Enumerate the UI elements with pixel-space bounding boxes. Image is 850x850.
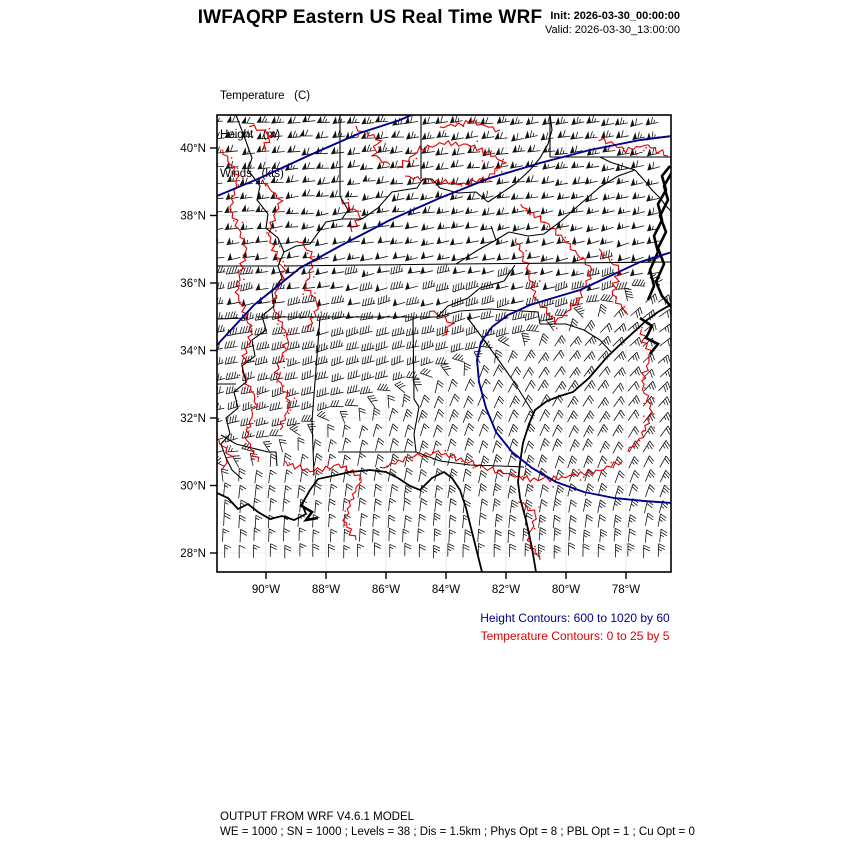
axis-tick-labels: 28°N 30°N 32°N 34°N 36°N 38°N 40°N 90°W 88°W 86°W… bbox=[180, 143, 640, 596]
plot-frame bbox=[216, 114, 672, 573]
x-tick-label: 88°W bbox=[312, 584, 340, 596]
geography-layer bbox=[217, 115, 671, 572]
y-tick-label: 40°N bbox=[180, 143, 206, 155]
footer-config-line: WE = 1000 ; SN = 1000 ; Levels = 38 ; Di… bbox=[220, 825, 695, 838]
y-tick-label: 32°N bbox=[180, 413, 206, 425]
temperature-contours-layer bbox=[218, 119, 669, 561]
x-tick-label: 84°W bbox=[432, 584, 460, 596]
x-tick-label: 82°W bbox=[492, 584, 520, 596]
x-tick-label: 90°W bbox=[252, 584, 280, 596]
footer-model-line: OUTPUT FROM WRF V4.6.1 MODEL bbox=[220, 811, 415, 823]
axis-ticks bbox=[210, 147, 627, 579]
y-tick-label: 34°N bbox=[180, 346, 206, 358]
y-tick-label: 36°N bbox=[180, 278, 206, 290]
init-timestamp: Init: 2026-03-30_00:00:00 bbox=[550, 10, 680, 22]
page-title: IWFAQRP Eastern US Real Time WRF bbox=[197, 7, 543, 28]
height-contours-layer bbox=[217, 115, 671, 504]
temperature-contour-caption: Temperature Contours: 0 to 25 by 5 bbox=[480, 629, 670, 643]
x-tick-label: 80°W bbox=[552, 584, 580, 596]
valid-timestamp: Valid: 2026-03-30_13:00:00 bbox=[545, 24, 680, 36]
model-footer: OUTPUT FROM WRF V4.6.1 MODEL WE = 1000 ;… bbox=[220, 810, 695, 839]
y-tick-label: 38°N bbox=[180, 211, 206, 223]
legend-temperature: Temperature (C) bbox=[220, 90, 311, 102]
y-tick-label: 30°N bbox=[180, 481, 206, 493]
wind-barbs-layer bbox=[217, 115, 671, 559]
x-tick-label: 78°W bbox=[612, 584, 640, 596]
height-contour-caption: Height Contours: 600 to 1020 by 60 bbox=[480, 611, 670, 625]
x-tick-label: 86°W bbox=[372, 584, 400, 596]
y-tick-label: 28°N bbox=[180, 548, 206, 560]
